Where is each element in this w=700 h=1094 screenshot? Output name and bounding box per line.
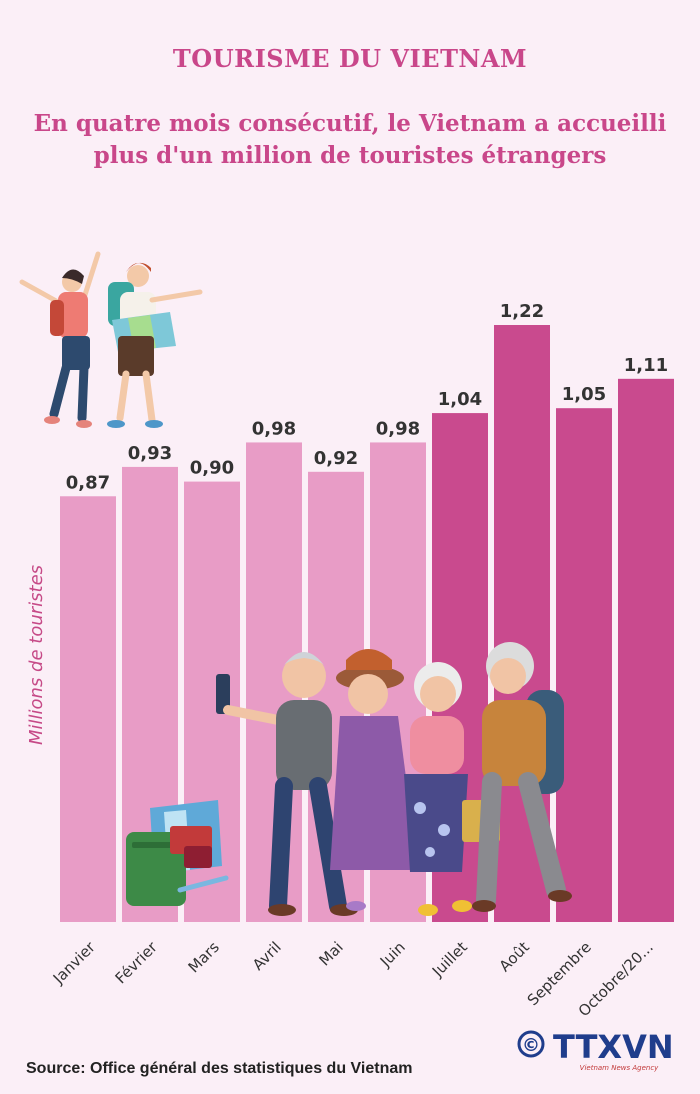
x-tick-label-3: Avril — [249, 938, 285, 974]
bar-chart: 0,87 0,93 0,90 0,98 0,92 0,98 1,04 1,22 1,05 1,11 — [19, 251, 674, 1021]
bar-value-label-0: 0,87 — [66, 472, 110, 493]
bar-value-label-7: 1,22 — [500, 301, 544, 322]
bar-value-label-5: 0,98 — [376, 418, 420, 439]
x-tick-label-7: Août — [496, 938, 533, 975]
x-tick-label-1: Février — [112, 938, 162, 988]
bar-value-label-1: 0,93 — [128, 443, 172, 464]
bar-value-label-8: 1,05 — [562, 384, 606, 405]
luggage-icon — [126, 800, 229, 906]
page-subtitle: En quatre mois consécutif, le Vietnam a … — [10, 108, 690, 172]
x-labels-layer: Janvier Février Mars Avril Mai Juin Juillet Aoû… — [49, 938, 657, 1021]
page-title: TOURISME DU VIETNAM — [172, 44, 528, 73]
bar-8 — [556, 408, 612, 922]
source-text: Source: Office général des statistiques … — [26, 1060, 413, 1077]
elderly-tourists-illustration — [216, 642, 572, 916]
x-tick-label-6: Juillet — [428, 938, 471, 981]
subtitle-line-1: En quatre mois consécutif, le Vietnam a … — [33, 110, 667, 137]
bar-value-label-3: 0,98 — [252, 418, 296, 439]
bar-0 — [60, 496, 116, 922]
bar-value-label-9: 1,11 — [624, 355, 668, 376]
bar-9 — [618, 378, 674, 922]
bar-value-label-2: 0,90 — [190, 458, 234, 479]
bar-value-label-4: 0,92 — [314, 448, 358, 469]
logo-subtext: Vietnam News Agency — [580, 1064, 660, 1072]
tourists-illustration — [19, 251, 203, 428]
x-tick-label-0: Janvier — [49, 938, 99, 988]
x-tick-label-4: Mai — [315, 938, 346, 969]
x-tick-label-2: Mars — [185, 938, 223, 976]
bar-value-label-6: 1,04 — [438, 389, 482, 410]
copyright-symbol: © — [522, 1035, 540, 1056]
y-axis-label: Millions de touristes — [26, 565, 47, 745]
subtitle-line-2: plus d'un million de touristes étrangers — [93, 142, 607, 169]
logo-text: TTXVN — [553, 1028, 674, 1066]
ttxvn-logo: © TTXVN Vietnam News Agency — [517, 1026, 692, 1076]
x-tick-label-5: Juin — [376, 938, 409, 971]
